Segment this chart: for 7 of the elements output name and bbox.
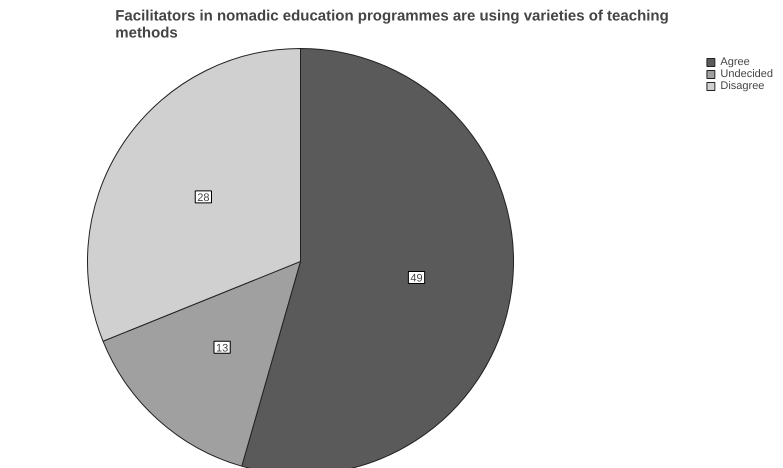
chart-title: Facilitators in nomadic education programmes are using varieties of teaching methods <box>115 8 669 42</box>
legend-label: Disagree <box>720 80 764 92</box>
data-label: 28 <box>197 192 210 204</box>
data-label: 13 <box>216 342 228 354</box>
data-label: 49 <box>410 272 423 285</box>
legend-label: Agree <box>720 56 750 68</box>
legend-label: Undecided <box>720 68 773 80</box>
